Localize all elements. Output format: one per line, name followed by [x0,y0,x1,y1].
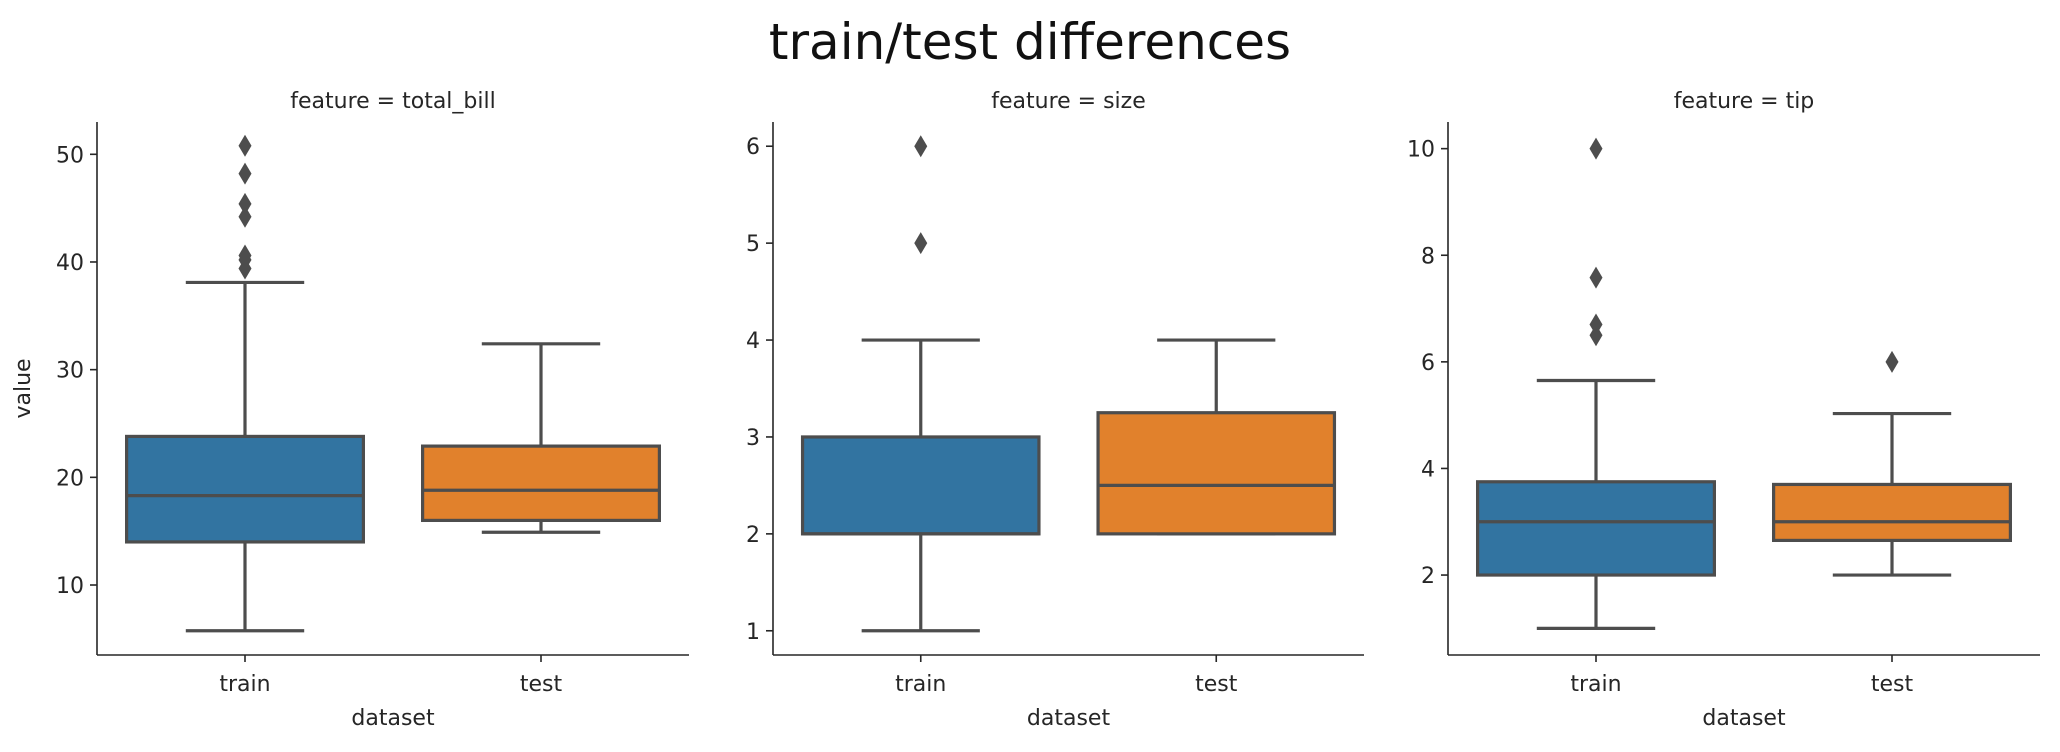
x-axis-label: dataset [1027,706,1111,731]
y-tick-label: 20 [56,466,84,491]
y-axis-label: value [11,358,36,418]
x-axis-label: dataset [1702,706,1786,731]
x-tick-label: test [1871,672,1914,697]
outlier-point [1886,351,1899,373]
y-tick-label: 4 [746,329,760,354]
panel-title: feature = size [991,89,1146,114]
x-tick-label: train [219,672,270,697]
box-train [1478,482,1715,575]
y-tick-label: 6 [1421,351,1435,376]
y-tick-label: 6 [746,135,760,160]
outlier-point [1590,138,1603,160]
x-tick-label: test [520,672,563,697]
x-tick-label: test [1195,672,1238,697]
panel-title: feature = total_bill [290,89,495,114]
y-tick-label: 2 [1421,564,1435,589]
x-tick-label: train [895,672,946,697]
y-tick-label: 10 [1407,138,1435,163]
outlier-point [239,135,252,157]
panel-title: feature = tip [1674,89,1815,114]
y-tick-label: 2 [746,523,760,548]
outlier-point [914,135,927,157]
outlier-point [1590,267,1603,289]
y-tick-label: 3 [746,426,760,451]
box-test [423,446,660,520]
box-train [127,436,364,542]
y-tick-label: 30 [56,359,84,384]
outlier-point [239,245,252,267]
y-tick-label: 8 [1421,244,1435,269]
y-tick-label: 50 [56,143,84,168]
y-tick-label: 40 [56,251,84,276]
box-test [1774,484,2011,540]
y-tick-label: 5 [746,232,760,257]
y-tick-label: 1 [746,620,760,645]
outlier-point [914,232,927,254]
y-tick-label: 10 [56,574,84,599]
x-tick-label: train [1570,672,1621,697]
y-tick-label: 4 [1421,457,1435,482]
outlier-point [239,193,252,215]
box-test [1098,413,1334,534]
box-train [803,437,1039,534]
x-axis-label: dataset [351,706,435,731]
outlier-point [239,163,252,185]
